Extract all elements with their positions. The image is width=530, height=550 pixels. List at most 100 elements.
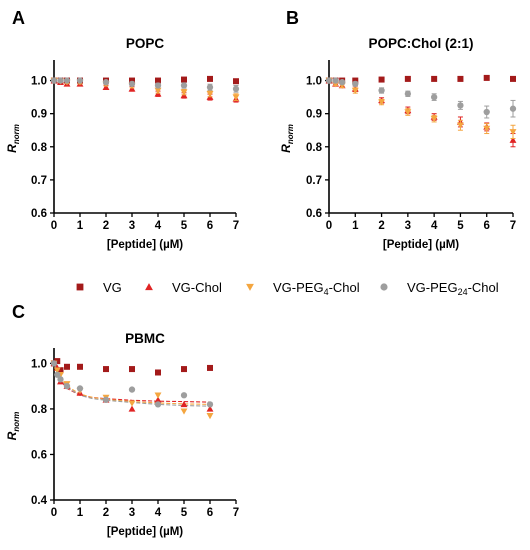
legend-marker [76,283,84,291]
panel-b-data-point [378,99,386,106]
panel-c-data-point [206,401,214,408]
panel-c-x-tick-label: 2 [103,507,109,519]
panel-a-x-tick-label: 7 [233,220,239,232]
panel-a-y-tick-label: 0.6 [31,208,47,220]
panel-c-x-tick-label: 3 [129,507,135,519]
panel-c-data-point [180,408,188,415]
panel-a-data-point [207,75,213,82]
legend-label-main: VG-PEG [407,280,458,295]
panel-b-x-tick-label: 6 [484,220,490,232]
panel-a-data-point [232,85,240,92]
legend-label-suffix: -Chol [468,280,499,295]
panel-a-data-point [180,89,188,96]
panel-c-y-axis-label-sub: norm [12,412,21,432]
panel-b-y-axis-label: Rnorm [279,124,295,153]
panel-c-x-tick-label: 5 [181,507,188,519]
chart-a-area: 0 1 2 3 4 5 6 7 0.6 0.7 0.8 0.9 1.0 [Peptide] (µM) Rno… [5,60,240,251]
panel-c-x-tick-label: 7 [233,507,239,519]
panel-a-y-tick-label: 0.9 [31,109,47,121]
panel-a-data-point [102,79,110,86]
panel-c-data-point [57,376,64,383]
panel-b-x-axis-label: [Peptide] (µM) [383,239,459,251]
panel-b-data-point [483,74,490,81]
panel-a-data-point [155,77,161,84]
legend-marker [145,283,153,291]
panel-c-data-point [180,400,188,408]
panel-b-data-point [378,87,385,94]
panel-b-y-tick-label: 0.7 [306,175,322,187]
panel-c-data-point [63,383,71,390]
panel-b-y-tick-label: 1.0 [306,76,322,88]
legend-marker [380,283,388,291]
panel-c-data-point [154,392,162,399]
legend-label: VG-Chol [172,280,222,295]
panel-b-data-point [483,108,490,116]
panel-c-data-point [77,363,83,370]
panel-b-data-point [352,80,359,88]
legend-label-suffix: -Chol [329,280,360,295]
panel-a-data-point [128,80,136,88]
panel-b-data-point [430,115,438,123]
panel-c-data-point [50,360,58,367]
panel-a-data-point [206,91,214,98]
panel-letter-a: A [12,8,25,28]
panel-b-data-point [338,79,346,86]
panel-c-y-tick-label: 0.4 [31,495,48,507]
panel-b-y-tick-label: 0.6 [306,208,322,220]
panel-a-data-point [154,87,162,94]
panel-b-x-tick-label: 0 [326,220,332,232]
panel-c-series-0 [51,358,213,376]
legend-entry-1: VG-Chol [145,280,222,295]
panel-b-x-tick-label: 7 [510,220,516,232]
legend-label: VG-PEG24-Chol [407,280,499,297]
panel-a: A POPC 0 1 2 3 4 5 6 7 0.6 0.7 0.8 0.9 1.0 [Peptide] … [5,8,240,251]
panel-b-series-2 [325,77,517,139]
chart-c-area: 0 1 2 3 4 5 6 7 0.4 0.6 0.8 1.0 [Peptide] (µM) Rnorm [5,348,239,538]
panel-c-y-axis-label: Rnorm [5,412,21,441]
panel-a-x-tick-label: 6 [207,220,213,232]
panel-c-x-tick-label: 4 [155,507,162,519]
panel-c-data-point [53,367,61,374]
panel-c-data-point [54,371,61,378]
chart-b-area: 0 1 2 3 4 5 6 7 0.6 0.7 0.8 0.9 1.0 [Peptide] (µM) Rno… [279,60,517,251]
panel-a-x-tick-label: 3 [129,220,135,232]
panel-c-y-tick-label: 1.0 [31,358,47,370]
panel-a-data-point [180,82,188,89]
panel-c-y-tick-label: 0.8 [31,404,48,416]
panel-c-data-point [54,358,61,365]
panel-c-data-point [128,405,136,412]
panel-a-y-tick-label: 1.0 [31,76,47,88]
panel-a-data-point [233,78,239,85]
panel-a-x-tick-label: 4 [155,220,162,232]
chart-title-popc-chol: POPC:Chol (2:1) [368,36,473,51]
panel-b: B POPC:Chol (2:1) 0 1 2 3 4 5 6 7 0.6 0.7 0.8 0.9 1.… [279,8,517,251]
panel-b-data-point [483,125,491,133]
panel-a-data-point [154,82,162,89]
panel-b-data-point [431,75,438,82]
panel-b-data-point [457,102,464,109]
panel-b-data-point [404,75,411,82]
panel-c-data-point [154,396,162,403]
legend-label-sub: 24 [458,287,468,297]
panel-b-x-tick-label: 1 [352,220,359,232]
panel-c-data-point [154,401,162,408]
panel-b-data-point [509,136,517,143]
panel-c-y-axis-label-main: R [5,431,19,440]
panel-c-data-point [128,386,136,393]
panel-c-data-point [206,412,214,420]
panel-a-y-axis-label-main: R [5,144,19,153]
panel-c-x-axis-label: [Peptide] (µM) [107,526,183,538]
panel-a-data-point [206,84,214,91]
panel-b-data-point [430,93,438,101]
panel-c-data-point [155,369,161,376]
panel-c-data-point [103,366,109,373]
panel-b-data-point [404,109,412,116]
legend-label-main: VG-Chol [172,280,222,295]
panel-a-y-axis-label: Rnorm [5,124,21,153]
panel-a-series-3 [50,77,240,93]
panel-c-data-point [64,363,70,370]
panel-b-data-point [352,77,359,84]
panel-c-data-point [57,367,64,374]
panel-letter-c: C [12,302,25,322]
panel-c-data-point [128,400,136,407]
